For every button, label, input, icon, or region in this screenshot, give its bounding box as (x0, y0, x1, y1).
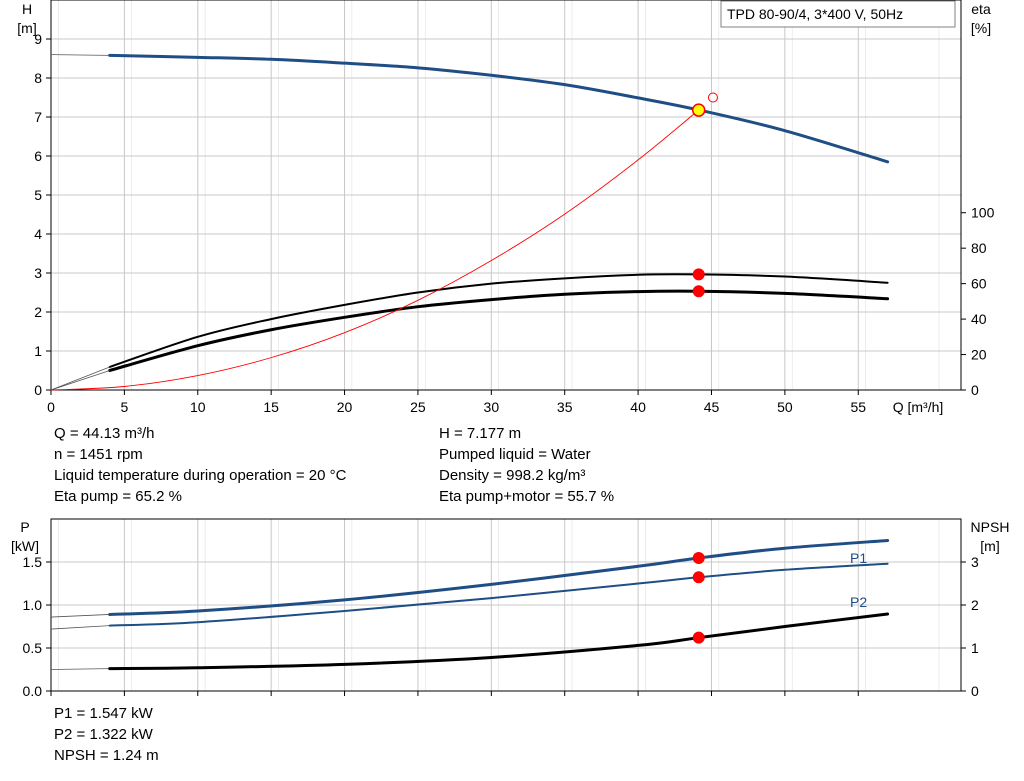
H-curve (108, 53, 890, 164)
liquid-readout: Pumped liquid = Water (439, 446, 591, 463)
operating-points (691, 92, 718, 644)
right-tick-label: 60 (971, 276, 987, 292)
top-chart-curves (50, 53, 890, 391)
bottom-chart-ticks: 0.0 0.5 1.0 1.5 0 1 2 3 (23, 554, 979, 699)
left-tick-label: 3 (34, 265, 42, 281)
x-tick-label: 50 (777, 399, 793, 415)
eta_pump_motor-origin-line (50, 370, 110, 391)
eta_pump-curve (108, 273, 889, 368)
system_curve-curve (50, 109, 700, 391)
p-axis-unit: [kW] (11, 538, 39, 554)
h-axis-label: H (22, 1, 32, 17)
NPSH-curve (108, 612, 890, 671)
right-tick-label: 2 (971, 597, 979, 613)
temperature-readout: Liquid temperature during operation = 20… (54, 467, 347, 484)
P2-curve (108, 562, 889, 627)
top-info-left: Q = 44.13 m³/h n = 1451 rpm Liquid tempe… (54, 423, 346, 507)
x-tick-label: 20 (337, 399, 353, 415)
flow-readout: Q = 44.13 m³/h (54, 425, 155, 442)
x-tick-label: 0 (47, 399, 55, 415)
left-tick-label: 2 (34, 304, 42, 320)
p2-readout: P2 = 1.322 kW (54, 726, 153, 743)
left-tick-label: 5 (34, 187, 42, 203)
operating-point-dot (692, 551, 705, 564)
operating-point-dot (692, 268, 705, 281)
left-tick-label: 8 (34, 70, 42, 86)
left-tick-label: 7 (34, 109, 42, 125)
speed-readout: n = 1451 rpm (54, 446, 143, 463)
operating-point-marker (691, 103, 706, 117)
left-tick-label: 1.0 (23, 597, 43, 613)
operating-point-dot (692, 571, 705, 584)
eta-pump-readout: Eta pump = 65.2 % (54, 488, 182, 505)
density-readout: Density = 998.2 kg/m³ (439, 467, 586, 484)
npsh-axis-label: NPSH (971, 519, 1010, 535)
x-tick-label: 15 (263, 399, 279, 415)
eta-pump-motor-readout: Eta pump+motor = 55.7 % (439, 488, 615, 505)
P2-extrapolation (50, 625, 110, 630)
eta-axis-label: eta (971, 1, 991, 17)
p1-readout: P1 = 1.547 kW (54, 705, 153, 722)
bottom-chart-curves (50, 539, 890, 671)
pump-title-box (720, 0, 956, 28)
npsh-readout: NPSH = 1.24 m (54, 747, 159, 764)
operating-point-dot (692, 285, 705, 298)
x-tick-label: 55 (850, 399, 866, 415)
x-tick-label: 30 (484, 399, 500, 415)
left-tick-label: 0.0 (23, 683, 43, 699)
h-axis-unit: [m] (17, 20, 36, 36)
right-tick-label: 20 (971, 347, 987, 363)
left-tick-label: 0 (34, 382, 42, 398)
left-tick-label: 6 (34, 148, 42, 164)
H-extrapolation (50, 54, 110, 56)
q-axis-label: Q [m³/h] (893, 399, 944, 415)
right-tick-label: 3 (971, 554, 979, 570)
P1-extrapolation (50, 614, 110, 618)
x-tick-label: 35 (557, 399, 573, 415)
x-tick-label: 25 (410, 399, 426, 415)
eta_pump_motor-curve (108, 289, 890, 372)
x-tick-label: 10 (190, 399, 206, 415)
top-info-right: H = 7.177 m Pumped liquid = Water Densit… (439, 423, 614, 507)
left-tick-label: 4 (34, 226, 42, 242)
NPSH-extrapolation (50, 668, 110, 670)
x-tick-label: 40 (630, 399, 646, 415)
head-readout: H = 7.177 m (439, 425, 522, 442)
right-tick-label: 0 (971, 382, 979, 398)
operating-point-dot (692, 631, 705, 644)
bottom-info: P1 = 1.547 kW P2 = 1.322 kW NPSH = 1.24 … (54, 703, 159, 766)
right-tick-label: 100 (971, 205, 995, 221)
P1-curve (108, 539, 890, 616)
duty-point-marker (707, 92, 718, 103)
right-tick-label: 40 (971, 311, 987, 327)
eta-axis-unit: [%] (971, 20, 991, 36)
left-tick-label: 9 (34, 31, 42, 47)
right-tick-label: 1 (971, 640, 979, 656)
eta_pump-origin-line (50, 366, 110, 391)
p2-series-label: P2 (850, 594, 867, 610)
npsh-axis-unit: [m] (980, 538, 999, 554)
left-tick-label: 1.5 (23, 554, 43, 570)
right-tick-label: 80 (971, 240, 987, 256)
pump-title: TPD 80-90/4, 3*400 V, 50Hz (727, 6, 903, 22)
left-tick-label: 0.5 (23, 640, 43, 656)
x-tick-label: 5 (120, 399, 128, 415)
p1-series-label: P1 (850, 550, 867, 566)
x-tick-label: 45 (704, 399, 720, 415)
left-tick-label: 1 (34, 343, 42, 359)
p-axis-label: P (20, 519, 29, 535)
right-tick-label: 0 (971, 683, 979, 699)
top-chart-grid (51, 0, 961, 390)
